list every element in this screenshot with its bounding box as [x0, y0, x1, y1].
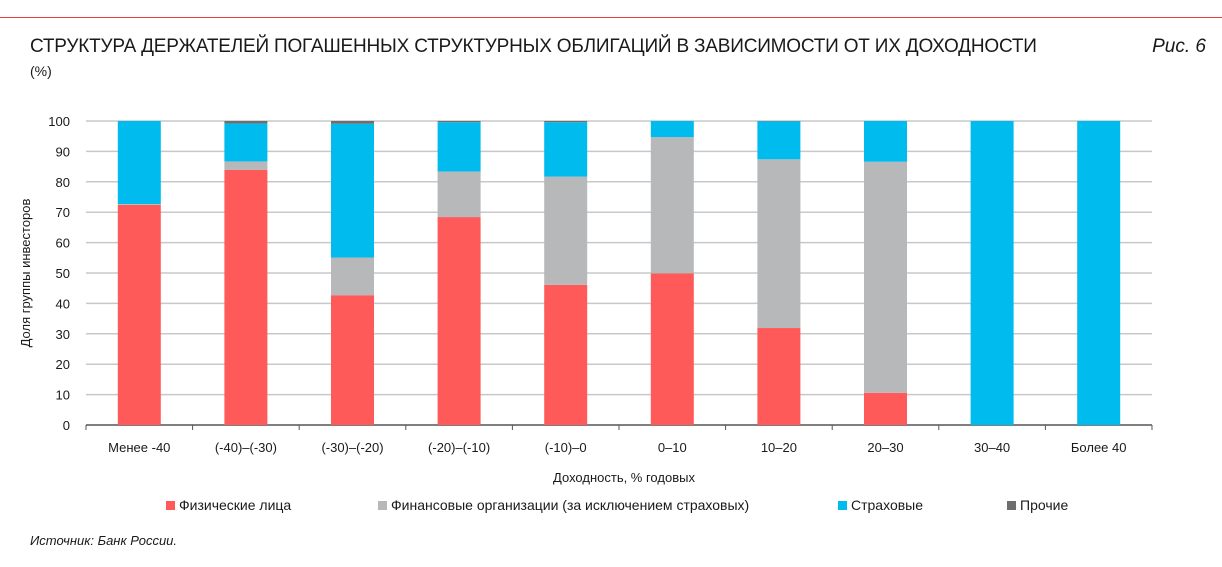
y-tick-label: 20 — [56, 357, 70, 372]
x-tick-label: Более 40 — [1071, 440, 1127, 455]
source-note: Источник: Банк России. — [30, 533, 178, 548]
bar-segment — [757, 328, 801, 425]
unit-label: (%) — [30, 63, 52, 79]
y-tick-label: 10 — [56, 388, 70, 403]
bar-segment — [970, 121, 1014, 425]
bar-segment — [650, 137, 694, 274]
bar-segment — [117, 204, 161, 425]
legend-swatch — [166, 500, 175, 510]
chart-title: СТРУКТУРА ДЕРЖАТЕЛЕЙ ПОГАШЕННЫХ СТРУКТУР… — [30, 36, 1037, 57]
legend-swatch — [838, 500, 847, 510]
bar-segment — [650, 121, 694, 138]
legend-item: Прочие — [1007, 497, 1068, 513]
bar-segment — [544, 284, 588, 425]
y-tick-label: 0 — [63, 418, 70, 433]
legend-swatch — [378, 500, 387, 510]
x-tick-label: 0–10 — [658, 440, 687, 455]
legend-label: Страховые — [851, 497, 924, 513]
y-tick-label: 50 — [56, 266, 70, 281]
legend-label: Прочие — [1020, 497, 1069, 513]
x-tick-label: Менее -40 — [108, 440, 170, 455]
bar-segment — [437, 171, 481, 218]
y-axis-title: Доля группы инвесторов — [18, 198, 33, 347]
bar-segment — [437, 122, 481, 172]
bar-segment — [1077, 121, 1121, 425]
bar-segment — [331, 295, 374, 425]
bar-segment — [864, 161, 907, 393]
bar-segment — [437, 217, 481, 425]
legend-label: Физические лица — [179, 497, 292, 513]
y-tick-label: 40 — [56, 296, 70, 311]
bar-segment — [757, 159, 801, 329]
bar-segment — [757, 121, 801, 160]
y-tick-label: 90 — [56, 144, 70, 159]
bar-segment — [331, 257, 374, 296]
bar-segment — [864, 392, 907, 425]
bar-segment — [224, 169, 268, 425]
x-tick-label: 10–20 — [761, 440, 797, 455]
y-tick-label: 80 — [56, 175, 70, 190]
legend-swatch — [1007, 500, 1016, 510]
top-rule — [0, 17, 1222, 18]
x-tick-label: (-40)–(-30) — [215, 440, 277, 455]
bar-segment — [437, 121, 481, 123]
bar-segment — [650, 273, 694, 425]
y-tick-label: 30 — [56, 327, 70, 342]
legend-item: Физические лица — [166, 497, 291, 513]
bar-segment — [544, 121, 588, 123]
y-tick-label: 60 — [56, 236, 70, 251]
bar-segment — [224, 161, 268, 170]
bar-segment — [224, 123, 268, 162]
x-tick-label: 30–40 — [974, 440, 1010, 455]
bar-segment — [117, 203, 161, 205]
bar-segment — [331, 121, 374, 124]
bar-segment — [544, 122, 588, 177]
bar-segment — [224, 121, 268, 124]
legend-label: Финансовые организации (за исключением с… — [391, 497, 750, 513]
legend-item: Страховые — [838, 497, 923, 513]
bar-segment — [864, 121, 907, 162]
x-tick-label: 20–30 — [867, 440, 903, 455]
bar-segment — [544, 176, 588, 285]
figure-label: Рис. 6 — [1152, 36, 1206, 57]
x-tick-label: (-10)–0 — [545, 440, 587, 455]
x-tick-label: (-30)–(-20) — [321, 440, 383, 455]
bar-segment — [331, 123, 374, 258]
x-tick-label: (-20)–(-10) — [428, 440, 490, 455]
y-tick-label: 100 — [48, 114, 70, 129]
x-axis-title: Доходность, % годовых — [553, 470, 695, 485]
y-tick-label: 70 — [56, 205, 70, 220]
bar-segment — [117, 121, 161, 204]
legend-item: Финансовые организации (за исключением с… — [378, 497, 749, 513]
